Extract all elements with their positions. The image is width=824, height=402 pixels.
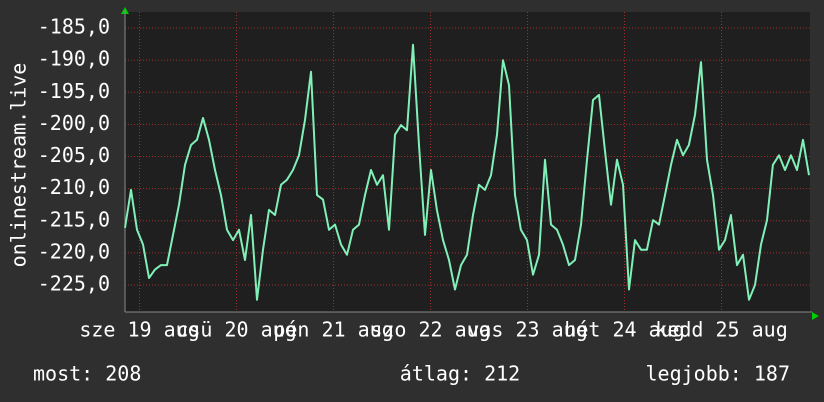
plot-area — [125, 12, 810, 312]
y-tick-label: -195,0 — [38, 79, 110, 103]
y-tick-label: -200,0 — [38, 111, 110, 135]
footer-stat: most: 208 — [33, 362, 141, 386]
footer-stat: legjobb: 187 — [646, 362, 791, 386]
x-tick-label: pén 21 aug — [273, 318, 393, 342]
y-tick-label: -215,0 — [38, 207, 110, 231]
x-tick-label: sze 19 aug — [79, 318, 199, 342]
y-tick-label: -220,0 — [38, 239, 110, 263]
x-tick-label: hét 24 aug — [564, 318, 684, 342]
y-axis-label: onlinestream.live — [7, 63, 31, 268]
footer-stat: átlag: 212 — [400, 362, 520, 386]
x-arrow — [812, 312, 819, 320]
y-tick-label: -210,0 — [38, 175, 110, 199]
x-tick-label: vas 23 aug — [467, 318, 587, 342]
x-tick-label: szo 22 aug — [370, 318, 490, 342]
y-tick-label: -225,0 — [38, 272, 110, 296]
x-tick-label: kedd 25 aug — [655, 318, 787, 342]
y-tick-label: -205,0 — [38, 143, 110, 167]
data-line — [124, 43, 810, 301]
y-tick-label: -190,0 — [38, 47, 110, 71]
y-tick-label: -185,0 — [38, 15, 110, 39]
x-tick-label: csü 20 aug — [176, 318, 296, 342]
